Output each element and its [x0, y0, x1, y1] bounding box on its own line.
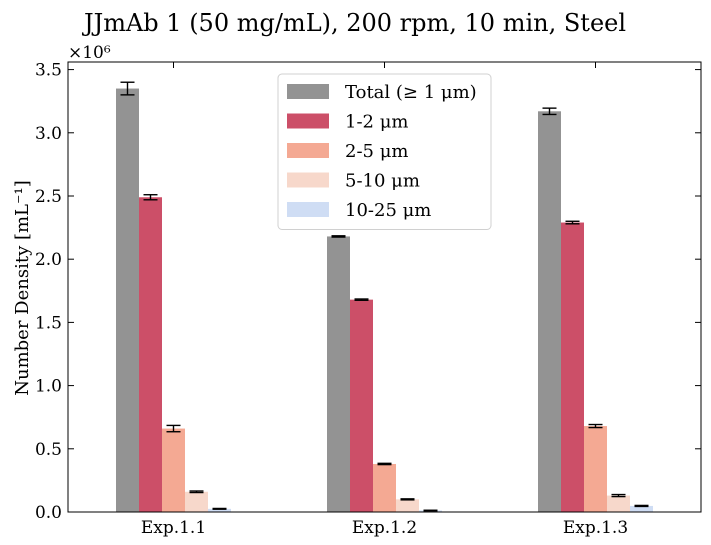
legend-swatch	[287, 143, 329, 158]
bar	[327, 236, 350, 512]
bar	[630, 505, 653, 512]
y-tick-label: 3.0	[35, 124, 62, 144]
bar	[373, 463, 396, 512]
x-tick-label: Exp.1.1	[141, 518, 206, 538]
bar	[607, 495, 630, 512]
y-tick-label: 2.5	[35, 187, 62, 207]
bar	[139, 197, 162, 512]
legend-swatch	[287, 113, 329, 129]
legend-label: 1-2 μm	[345, 112, 408, 133]
bar	[116, 88, 139, 512]
x-tick-label: Exp.1.3	[563, 518, 628, 538]
y-tick-label: 3.5	[35, 61, 62, 81]
legend-label: 5-10 μm	[345, 171, 420, 192]
y-multiplier: ×10⁶	[68, 43, 111, 63]
y-tick-label: 1.5	[35, 313, 62, 333]
chart-title: JJmAb 1 (50 mg/mL), 200 rpm, 10 min, Ste…	[81, 9, 626, 37]
y-axis-label: Number Density [mL⁻¹]	[12, 180, 33, 396]
y-tick-label: 0.5	[35, 440, 62, 460]
legend-label: Total (≥ 1 μm)	[345, 82, 477, 103]
y-tick-label: 1.0	[35, 377, 62, 397]
legend: Total (≥ 1 μm) 1-2 μm 2-5 μm 5-10 μm 10-25 μ…	[277, 73, 492, 230]
bar	[162, 428, 185, 512]
plot-frame	[67, 61, 702, 513]
bar	[396, 499, 419, 512]
bar	[208, 508, 231, 512]
legend-swatch	[287, 84, 329, 99]
x-tick-label: Exp.1.2	[352, 518, 417, 538]
plot-area: 0.0 0.5 1.0 1.5 2.0 2.5 3.0 3.5 Exp.1.1 Exp.1.2 Ex…	[35, 61, 701, 538]
legend-box	[277, 73, 492, 230]
y-tick-label: 2.0	[35, 250, 62, 270]
legend-swatch	[287, 202, 329, 217]
y-tick-label: 0.0	[35, 503, 62, 523]
legend-label: 10-25 μm	[345, 200, 431, 221]
bar	[561, 222, 584, 513]
bar	[584, 426, 607, 512]
legend-label: 2-5 μm	[345, 141, 408, 162]
legend-swatch	[287, 172, 329, 188]
bar	[185, 491, 208, 512]
bar	[538, 111, 561, 512]
bar	[350, 299, 373, 512]
